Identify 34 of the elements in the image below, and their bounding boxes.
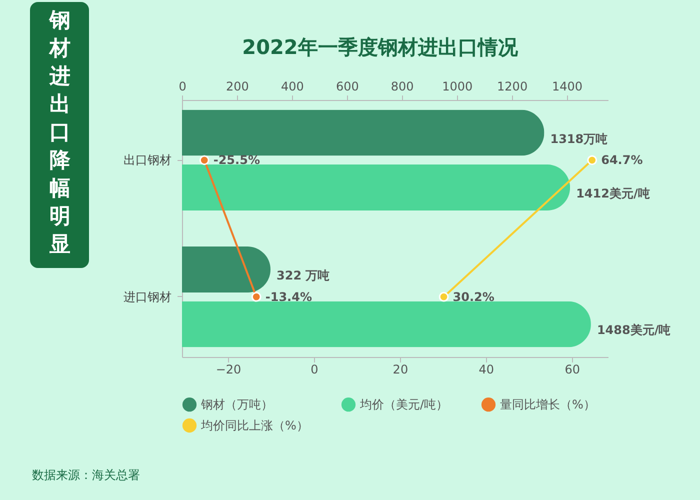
source-note: 数据来源：海关总署 — [32, 468, 140, 482]
chart-title: 2022年一季度钢材进出口情况 — [242, 35, 519, 59]
point — [251, 292, 262, 302]
x-tick-label: 40 — [478, 362, 494, 376]
point — [438, 292, 449, 302]
y-tick-label: 进口钢材 — [124, 290, 172, 304]
data-label: 1488美元/吨 — [596, 323, 671, 338]
text: 钢材进出口降幅明显 — [50, 8, 70, 256]
x2-tick-label: 1400 — [552, 80, 583, 94]
data-label: 1412美元/吨 — [576, 186, 650, 200]
data-label: 1318万吨 — [550, 132, 608, 146]
x-tick-label: −20 — [216, 362, 242, 376]
legend-label: 钢材（万吨） — [200, 398, 273, 412]
x2-tick-label: 1200 — [497, 80, 528, 94]
legend-label: 量同比增长（%） — [500, 398, 596, 412]
data-label: 64.7% — [601, 153, 643, 168]
legend-label: 均价（美元/吨） — [359, 398, 448, 412]
data-label: -25.5% — [213, 153, 260, 168]
data-label: 322 万吨 — [276, 268, 330, 283]
point — [199, 155, 210, 166]
x2-tick-label: 400 — [280, 80, 304, 94]
x-tick-label: 0 — [310, 362, 318, 376]
x2-tick-label: 1000 — [442, 80, 473, 94]
data-label: -13.4% — [265, 290, 312, 304]
x2-tick-label: 200 — [226, 80, 249, 94]
legend-label: 均价同比上涨（%） — [200, 418, 308, 432]
x-tick-label: 60 — [564, 362, 580, 376]
x-tick-label: 20 — [392, 362, 408, 376]
data-label: 30.2% — [452, 290, 494, 304]
x2-tick-label: 800 — [390, 80, 414, 94]
y-tick-label: 出口钢材 — [124, 153, 172, 168]
x2-tick-label: 600 — [336, 80, 359, 94]
x2-tick-label: 0 — [178, 80, 186, 94]
point — [587, 155, 598, 166]
